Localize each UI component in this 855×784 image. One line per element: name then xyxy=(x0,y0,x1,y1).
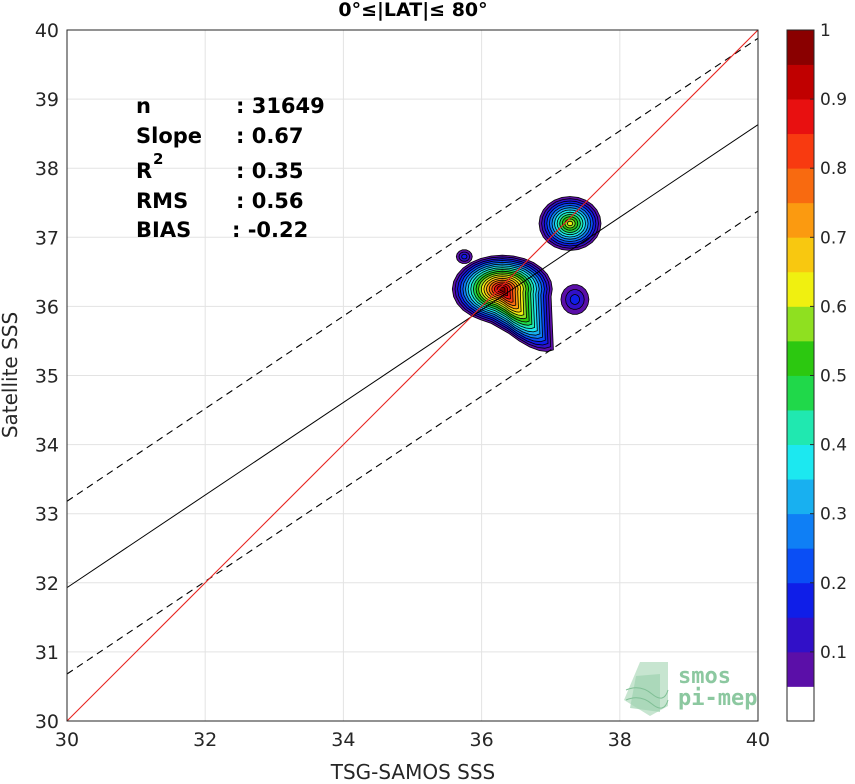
stat-n-value: : 31649 xyxy=(236,94,325,118)
y-tick-label: 35 xyxy=(35,366,59,388)
density-contour-level xyxy=(567,220,573,227)
stat-rms-value: : 0.56 xyxy=(236,189,304,213)
colorbar-segment xyxy=(787,686,814,722)
y-tick-label: 40 xyxy=(35,20,59,42)
y-tick-label: 38 xyxy=(35,158,59,180)
stat-r2-superscript: 2 xyxy=(153,150,163,168)
colorbar-tick-label: 0.1 xyxy=(820,643,847,663)
logo-mark-icon xyxy=(624,662,669,716)
chart-title: 0°≤|LAT|≤ 80° xyxy=(338,0,487,21)
identity-line xyxy=(66,29,759,722)
colorbar-segment xyxy=(787,64,814,100)
colorbar-tick-label: 0.6 xyxy=(820,297,847,317)
y-tick-label: 30 xyxy=(35,711,59,733)
axes-box xyxy=(66,29,759,722)
regression-line xyxy=(66,124,759,589)
logo-text-smos: smos xyxy=(678,664,731,689)
stat-r2-value: : 0.35 xyxy=(236,159,304,183)
colorbar-segment xyxy=(787,271,814,307)
colorbar-segment xyxy=(787,651,814,687)
fit-lines xyxy=(66,29,759,722)
colorbar-segment xyxy=(787,30,814,65)
grid-lines xyxy=(66,29,759,722)
logo-text-pimep: pi-mep xyxy=(678,686,757,711)
y-tick-label: 37 xyxy=(35,227,59,249)
colorbar-tick-label: 1 xyxy=(820,21,831,41)
x-axis-label: TSG-SAMOS SSS xyxy=(330,760,496,784)
stat-slope-label: Slope xyxy=(136,124,202,148)
stat-bias-value: : -0.22 xyxy=(232,218,308,242)
colorbar-tick-label: 0.9 xyxy=(820,90,847,110)
y-tick-labels: 30 31 32 33 34 35 36 37 38 39 40 xyxy=(35,20,59,733)
stat-r2-label: R xyxy=(136,159,152,183)
y-tick-label: 31 xyxy=(35,642,59,664)
colorbar-tick-labels: 0.1 0.2 0.3 0.4 0.5 0.6 0.7 0.8 0.9 1 xyxy=(820,21,847,663)
x-tick-label: 38 xyxy=(608,729,632,751)
stat-rms-label: RMS xyxy=(136,189,188,213)
colorbar-segment xyxy=(787,513,814,549)
colorbar-tick-label: 0.3 xyxy=(820,505,847,525)
density-contour-level xyxy=(499,286,506,293)
lower-rms-line xyxy=(66,210,759,675)
stats-box: n : 31649 Slope : 0.67 R 2 : 0.35 RMS : … xyxy=(136,94,325,242)
upper-rms-line xyxy=(66,37,759,502)
colorbar-tick-label: 0.7 xyxy=(820,228,847,248)
colorbar-segment xyxy=(787,202,814,238)
x-tick-label: 32 xyxy=(193,729,217,751)
colorbar-segment xyxy=(787,340,814,376)
colorbar-tick-label: 0.5 xyxy=(820,367,847,387)
colorbar-tick-label: 0.8 xyxy=(820,159,847,179)
colorbar-segment xyxy=(787,582,814,618)
colorbar-segment xyxy=(787,617,814,653)
y-tick-label: 34 xyxy=(35,435,59,457)
colorbar-segment xyxy=(787,548,814,584)
colorbar-segment xyxy=(787,444,814,480)
y-tick-label: 39 xyxy=(35,89,59,111)
colorbar xyxy=(786,29,815,722)
colorbar-segment xyxy=(787,479,814,515)
colorbar-segment xyxy=(787,306,814,342)
density-contour-level xyxy=(569,294,580,305)
colorbar-tick-label: 0.2 xyxy=(820,574,847,594)
colorbar-segment xyxy=(787,410,814,445)
smos-pimep-logo: smos pi-mep xyxy=(624,662,757,716)
colorbar-segment xyxy=(787,99,814,135)
x-tick-label: 36 xyxy=(470,729,494,751)
y-tick-label: 32 xyxy=(35,573,59,595)
colorbar-segment xyxy=(787,237,814,273)
stat-n-label: n xyxy=(136,94,151,118)
x-tick-label: 30 xyxy=(55,729,79,751)
y-tick-label: 36 xyxy=(35,296,59,318)
stat-bias-label: BIAS xyxy=(136,218,191,242)
density-contour-level xyxy=(461,254,468,260)
x-tick-labels: 30 32 34 36 38 40 xyxy=(55,729,770,751)
y-axis-label: Satellite SSS xyxy=(0,312,22,438)
colorbar-tick-label: 0.4 xyxy=(820,436,847,456)
y-tick-label: 33 xyxy=(35,504,59,526)
colorbar-segment xyxy=(787,375,814,411)
x-tick-label: 40 xyxy=(746,729,770,751)
colorbar-segment xyxy=(787,133,814,169)
colorbar-segment xyxy=(787,168,814,204)
plot-frame xyxy=(66,29,759,722)
stat-slope-value: : 0.67 xyxy=(236,124,304,148)
x-tick-label: 34 xyxy=(331,729,355,751)
